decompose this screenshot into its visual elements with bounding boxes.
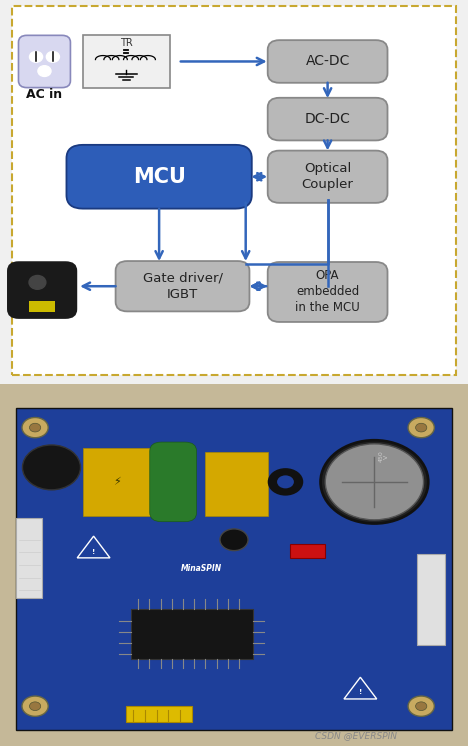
Text: 450
V: 450 V xyxy=(378,451,389,463)
FancyBboxPatch shape xyxy=(83,448,151,515)
Circle shape xyxy=(22,445,80,490)
Circle shape xyxy=(29,275,46,289)
FancyBboxPatch shape xyxy=(205,452,268,515)
Text: CSDN @EVERSPIN: CSDN @EVERSPIN xyxy=(314,732,397,741)
Circle shape xyxy=(325,444,424,520)
Circle shape xyxy=(416,423,427,432)
Bar xyxy=(290,544,325,558)
Text: AC in: AC in xyxy=(26,87,63,101)
Bar xyxy=(16,518,42,598)
Bar xyxy=(126,706,192,722)
Text: !: ! xyxy=(92,550,95,556)
Bar xyxy=(417,554,445,645)
FancyBboxPatch shape xyxy=(83,34,170,88)
FancyBboxPatch shape xyxy=(268,98,388,140)
Text: ⚡: ⚡ xyxy=(113,477,121,487)
FancyBboxPatch shape xyxy=(12,6,456,374)
Circle shape xyxy=(29,51,43,62)
Circle shape xyxy=(29,423,41,432)
Circle shape xyxy=(268,468,303,495)
Circle shape xyxy=(46,51,59,62)
Circle shape xyxy=(29,702,41,710)
Text: TR: TR xyxy=(120,38,133,48)
Circle shape xyxy=(277,475,294,489)
Text: DC-DC: DC-DC xyxy=(305,112,351,126)
FancyBboxPatch shape xyxy=(29,301,55,313)
Text: AC-DC: AC-DC xyxy=(306,54,350,69)
Circle shape xyxy=(220,529,248,551)
FancyBboxPatch shape xyxy=(66,145,252,209)
FancyBboxPatch shape xyxy=(268,151,388,203)
FancyBboxPatch shape xyxy=(268,40,388,83)
FancyBboxPatch shape xyxy=(19,35,71,87)
Text: MinaSPIN: MinaSPIN xyxy=(181,564,222,573)
FancyBboxPatch shape xyxy=(7,261,77,319)
Circle shape xyxy=(22,418,48,438)
Circle shape xyxy=(321,440,428,524)
Text: !: ! xyxy=(359,689,362,695)
Circle shape xyxy=(22,696,48,716)
Text: Gate driver/
IGBT: Gate driver/ IGBT xyxy=(143,272,222,301)
Circle shape xyxy=(38,66,51,76)
Bar xyxy=(131,609,253,659)
FancyBboxPatch shape xyxy=(116,261,249,311)
FancyBboxPatch shape xyxy=(150,442,197,521)
Circle shape xyxy=(408,696,434,716)
Text: Optical
Coupler: Optical Coupler xyxy=(302,162,353,191)
FancyBboxPatch shape xyxy=(16,408,452,730)
Circle shape xyxy=(408,418,434,438)
FancyBboxPatch shape xyxy=(268,262,388,322)
Circle shape xyxy=(416,702,427,710)
Text: OPA
embedded
in the MCU: OPA embedded in the MCU xyxy=(295,269,360,315)
Text: MCU: MCU xyxy=(133,166,185,186)
